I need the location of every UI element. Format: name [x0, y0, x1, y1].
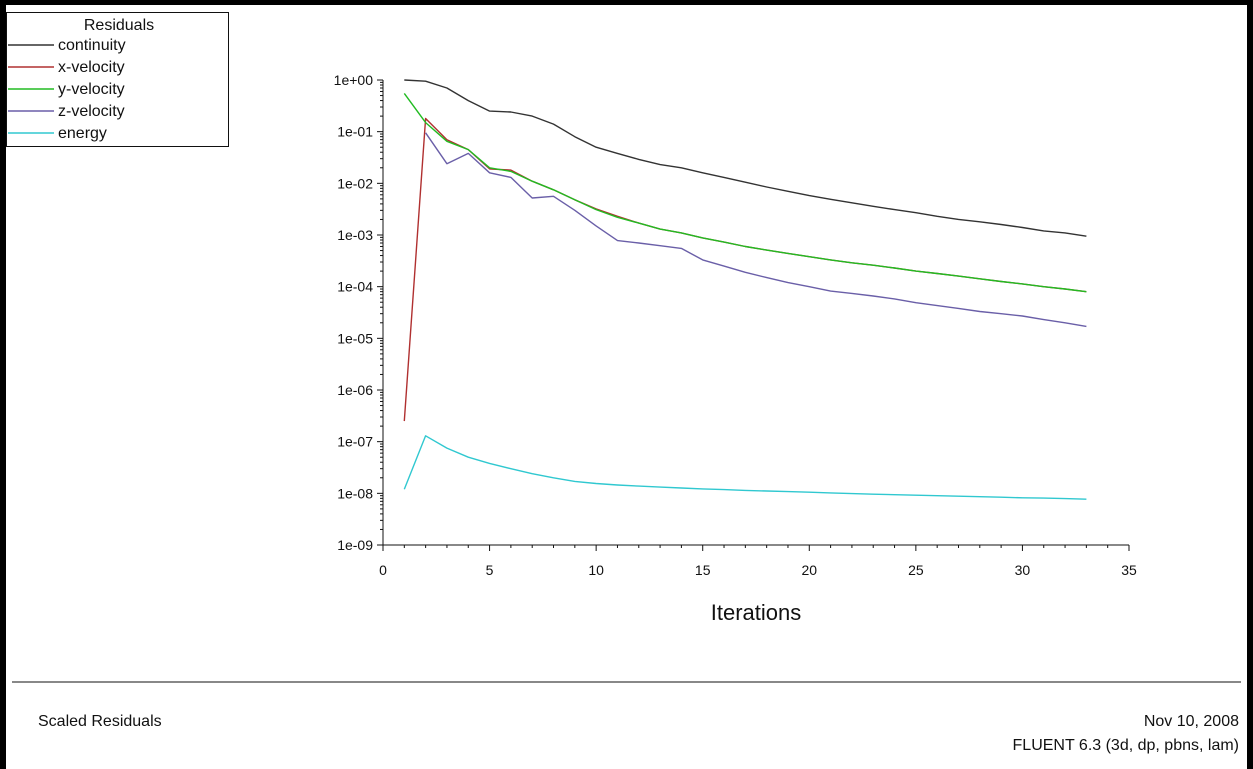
y-tick-label: 1e-02 — [337, 175, 373, 191]
legend-label-y-velocity: y-velocity — [58, 81, 125, 98]
legend-label-continuity: continuity — [58, 37, 126, 54]
legend-label-x-velocity: x-velocity — [58, 59, 125, 76]
y-tick-label: 1e-08 — [337, 485, 373, 501]
x-tick-label: 5 — [486, 562, 494, 578]
x-tick-label: 30 — [1015, 562, 1031, 578]
chart-axes: 0 5 10 15 20 25 30 35 1e+00 1e-01 1e-02 1e-03 1e-04 1… — [334, 72, 1137, 625]
legend-title: Residuals — [84, 17, 154, 34]
legend-label-energy: energy — [58, 125, 107, 142]
chart-legend: Residuals continuity x-velocity y-velocity z… — [6, 12, 229, 147]
series-line-y-velocity — [403, 92, 1087, 293]
legend-box — [6, 12, 229, 147]
series-line-continuity — [404, 79, 1087, 237]
y-tick-label: 1e-07 — [337, 434, 373, 450]
x-tick-label: 25 — [908, 562, 924, 578]
y-tick-label: 1e-06 — [337, 382, 373, 398]
x-axis-title: Iterations — [711, 600, 802, 625]
y-tick-label: 1e-01 — [337, 124, 373, 140]
footer-version: FLUENT 6.3 (3d, dp, pbns, lam) — [1012, 737, 1239, 754]
residuals-chart: 0 5 10 15 20 25 30 35 1e+00 1e-01 1e-02 1e-03 1e-04 1… — [6, 12, 1137, 625]
x-tick-label: 0 — [379, 562, 387, 578]
chart-series — [403, 79, 1087, 500]
x-tick-label: 10 — [588, 562, 604, 578]
y-tick-label: 1e+00 — [334, 72, 374, 88]
x-tick-label: 15 — [695, 562, 711, 578]
y-tick-label: 1e-04 — [337, 279, 373, 295]
series-line-z-velocity — [425, 132, 1087, 328]
series-line-energy — [403, 435, 1087, 500]
series-line-x-velocity — [403, 117, 1087, 422]
legend-label-z-velocity: z-velocity — [58, 103, 125, 120]
x-tick-label: 35 — [1121, 562, 1137, 578]
footer-date: Nov 10, 2008 — [1143, 713, 1239, 730]
x-tick-label: 20 — [801, 562, 817, 578]
y-tick-label: 1e-05 — [337, 330, 373, 346]
footer-divider — [12, 681, 1241, 683]
y-tick-label: 1e-09 — [337, 537, 373, 553]
footer-plot-name: Scaled Residuals — [38, 713, 162, 730]
y-tick-label: 1e-03 — [337, 227, 373, 243]
